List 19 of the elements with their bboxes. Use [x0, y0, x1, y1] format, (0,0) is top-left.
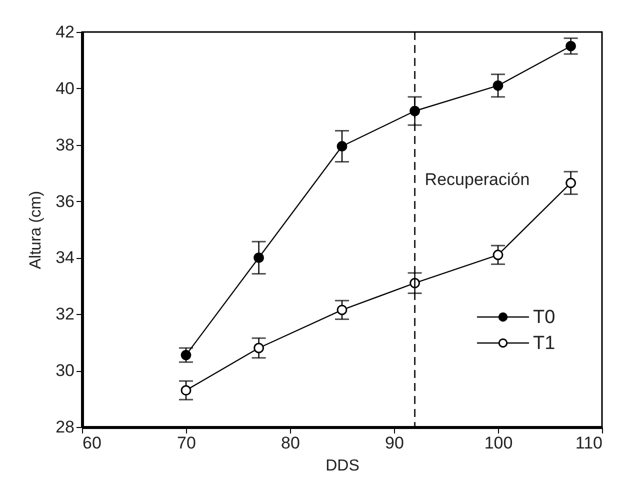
y-tick-label: 42: [56, 22, 74, 42]
y-tick-label: 30: [56, 361, 74, 380]
legend-label: T0: [533, 307, 556, 328]
y-tick-label: 36: [56, 192, 74, 211]
x-tick-label: 110: [575, 434, 602, 452]
y-tick-label: 40: [56, 78, 74, 98]
x-tick-label: 70: [177, 434, 196, 452]
x-axis-title: DDS: [326, 458, 360, 474]
legend-label: T1: [533, 333, 556, 354]
x-tick-label: 90: [385, 434, 404, 452]
x-tick-label: 80: [281, 434, 300, 452]
y-tick-label: 28: [56, 418, 74, 436]
ref-line-label: Recuperación: [424, 170, 530, 190]
y-tick-label: 34: [56, 248, 74, 268]
y-axis-title: Altura (cm): [28, 190, 45, 270]
y-tick-label: 32: [56, 304, 74, 324]
y-tick-label: 38: [56, 135, 74, 154]
x-tick-label: 60: [82, 434, 102, 452]
x-tick-label: 100: [484, 434, 513, 452]
